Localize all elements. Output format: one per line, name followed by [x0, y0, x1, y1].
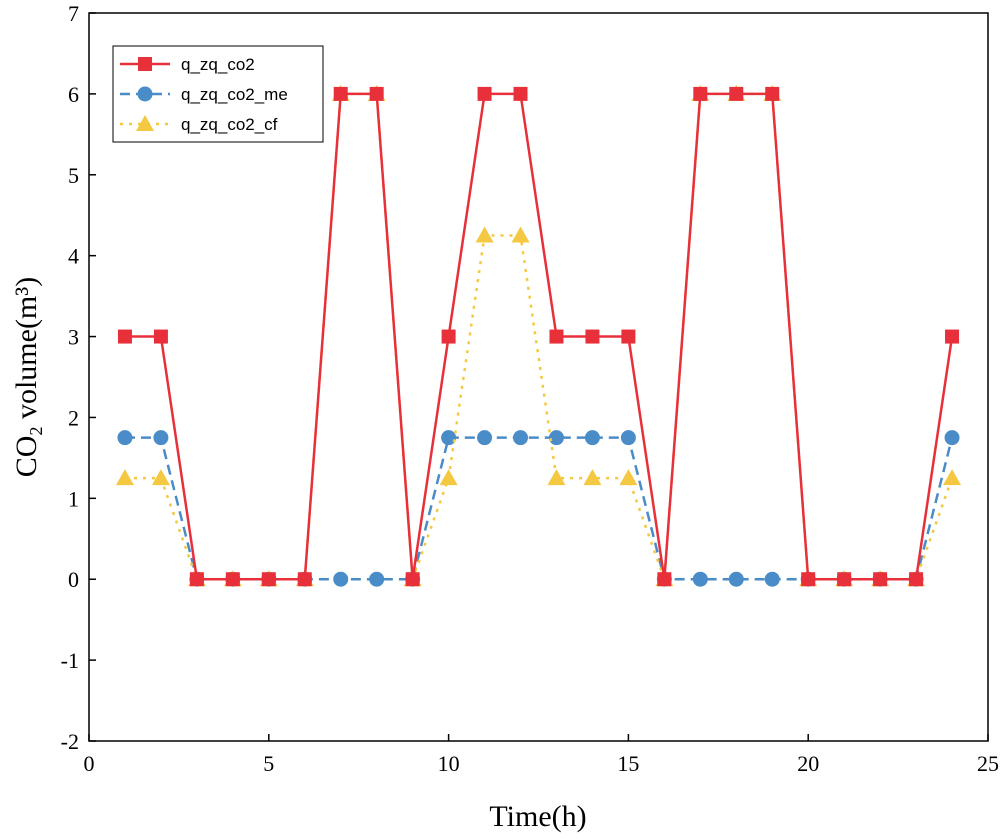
y-tick-label: 6 [68, 82, 79, 107]
series-line [124, 92, 954, 581]
data-point [405, 572, 420, 587]
data-point [765, 86, 780, 101]
data-point [333, 86, 348, 101]
x-axis-label: Time(h) [489, 800, 586, 833]
series-layer [115, 84, 962, 587]
data-point [728, 571, 744, 587]
y-axis-label-main: CO [10, 436, 43, 478]
data-point [477, 86, 492, 101]
data-point [261, 572, 276, 587]
data-point [585, 329, 600, 344]
data-point [115, 469, 134, 486]
data-point [764, 571, 780, 587]
data-point [475, 226, 494, 243]
series-q_zq_co2 [117, 86, 960, 587]
data-point [153, 430, 169, 446]
data-point [692, 571, 708, 587]
y-tick-label: 5 [68, 163, 79, 188]
data-point [513, 430, 529, 446]
legend-label: q_zq_co2_cf [181, 115, 278, 134]
legend-marker [137, 86, 153, 102]
y-axis-label: CO2 volume(m³) [10, 277, 46, 477]
plot-frame [88, 12, 989, 742]
data-point [225, 572, 240, 587]
data-point [477, 430, 493, 446]
data-point [729, 86, 744, 101]
data-point [583, 469, 602, 486]
y-tick-label: 2 [68, 405, 79, 430]
series-q_zq_co2_me [117, 430, 960, 587]
series-line [124, 436, 954, 581]
x-tick-label: 25 [977, 751, 999, 776]
series-line [124, 92, 954, 581]
y-tick-label: -2 [61, 729, 79, 754]
y-axis-label-sub: 2 [26, 427, 46, 436]
y-tick-label: -1 [61, 648, 79, 673]
data-point [441, 430, 457, 446]
y-tick-label: 1 [68, 486, 79, 511]
legend-marker [138, 57, 152, 71]
data-point [873, 572, 888, 587]
data-point [657, 572, 672, 587]
data-point [297, 572, 312, 587]
data-point [513, 86, 528, 101]
data-point [369, 86, 384, 101]
data-point [549, 329, 564, 344]
data-point [547, 469, 566, 486]
legend: q_zq_co2 q_zq_co2_me q_zq_co2_cf [112, 45, 324, 143]
data-point [619, 469, 638, 486]
data-point [548, 430, 564, 446]
y-tick-label: 7 [68, 1, 79, 26]
data-point [151, 469, 170, 486]
data-point [511, 226, 530, 243]
data-point [117, 430, 133, 446]
data-point [801, 572, 816, 587]
legend-label: q_zq_co2_me [181, 85, 288, 104]
data-point [944, 430, 960, 446]
data-point [584, 430, 600, 446]
y-tick-label: 3 [68, 325, 79, 350]
legend-label: q_zq_co2 [181, 55, 255, 74]
data-point [837, 572, 852, 587]
data-point [909, 572, 924, 587]
data-point [693, 86, 708, 101]
data-point [369, 571, 385, 587]
x-tick-label: 10 [438, 751, 460, 776]
data-point [945, 329, 960, 344]
axis-ticks: 0 5 10 15 20 25 -2 -1 0 1 2 3 4 5 6 7 [61, 1, 999, 776]
data-point [621, 329, 636, 344]
x-tick-label: 15 [617, 751, 639, 776]
data-point [943, 469, 962, 486]
data-point [439, 469, 458, 486]
data-point [117, 329, 132, 344]
legend-marker [136, 115, 154, 131]
x-tick-label: 20 [797, 751, 819, 776]
data-point [189, 572, 204, 587]
data-point [441, 329, 456, 344]
y-axis-label-rest: volume(m³) [10, 277, 43, 427]
data-point [620, 430, 636, 446]
series-q_zq_co2_cf [115, 84, 962, 587]
x-tick-label: 0 [84, 751, 95, 776]
x-tick-label: 5 [263, 751, 274, 776]
data-point [153, 329, 168, 344]
data-point [333, 571, 349, 587]
y-tick-label: 0 [68, 567, 79, 592]
y-tick-label: 4 [68, 244, 79, 269]
